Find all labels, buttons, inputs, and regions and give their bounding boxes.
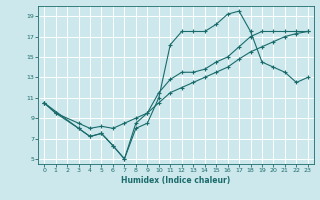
- X-axis label: Humidex (Indice chaleur): Humidex (Indice chaleur): [121, 176, 231, 185]
